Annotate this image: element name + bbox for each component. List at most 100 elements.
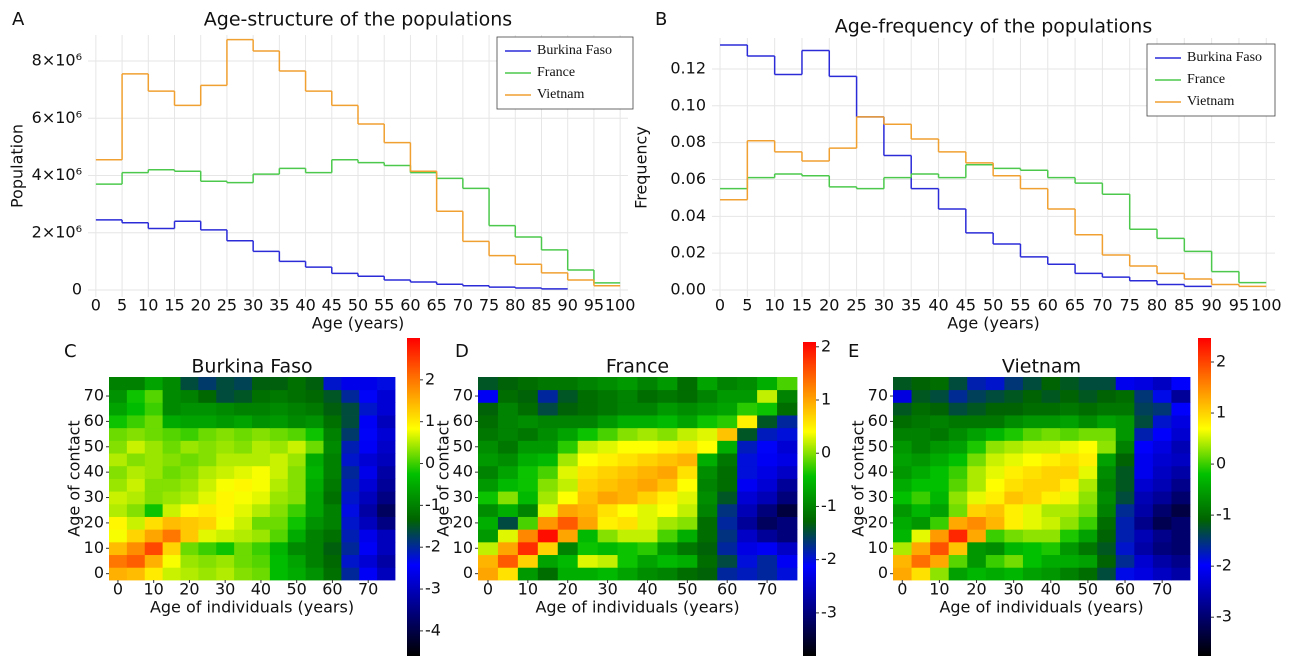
- heatmap-cell: [1022, 567, 1042, 581]
- heatmap-cell: [985, 402, 1005, 416]
- heatmap-cell: [234, 440, 253, 454]
- heatmap-cell: [359, 415, 378, 429]
- x-tick-label: 95: [584, 296, 604, 315]
- heatmap-cell: [893, 478, 912, 492]
- heatmap-cell: [1171, 440, 1191, 454]
- y-tick-label: 70: [84, 386, 104, 405]
- x-axis-label: Age of individuals (years): [150, 598, 354, 617]
- heatmap-cell: [1152, 465, 1172, 479]
- heatmap-cell: [537, 377, 559, 391]
- heatmap-cell: [1115, 516, 1135, 530]
- heatmap-cell: [1134, 503, 1154, 517]
- heatmap-cell: [677, 427, 698, 441]
- heatmap-cell: [198, 377, 217, 391]
- heatmap-cell: [757, 554, 778, 568]
- heatmap-cell: [985, 554, 1005, 568]
- heatmap-cell: [557, 402, 579, 416]
- heatmap-cell: [234, 541, 253, 556]
- y-tick-label: 50: [868, 436, 888, 455]
- heatmap-cell: [985, 541, 1005, 556]
- heatmap-cell: [577, 567, 599, 581]
- heatmap-cell: [617, 427, 638, 441]
- heatmap-cell: [216, 503, 235, 517]
- heatmap-cell: [323, 415, 342, 429]
- heatmap-cell: [252, 541, 271, 556]
- heatmap-cell: [657, 427, 678, 441]
- y-tick-label: 10: [84, 538, 104, 557]
- y-tick-label: 0: [72, 279, 82, 298]
- heatmap-cell: [323, 453, 342, 467]
- heatmap-cell: [341, 427, 360, 441]
- heatmap-cell: [162, 503, 181, 517]
- heatmap-cell: [757, 389, 778, 403]
- heatmap-cell: [180, 541, 199, 556]
- heatmap-cell: [677, 415, 698, 429]
- heatmap-cell: [180, 427, 199, 441]
- heatmap-cell: [1152, 567, 1172, 581]
- heatmap-cell: [180, 478, 199, 492]
- heatmap-cell: [985, 567, 1005, 581]
- heatmap-cell: [911, 440, 931, 454]
- heatmap-cell: [657, 453, 678, 467]
- heatmap-cell: [1171, 402, 1191, 416]
- x-axis-label: Age (years): [947, 314, 1040, 333]
- heatmap-cell: [677, 377, 698, 391]
- heatmap-cell: [198, 503, 217, 517]
- y-tick-label: 0: [94, 563, 104, 582]
- heatmap-cell: [497, 567, 519, 581]
- heatmap-cell: [162, 453, 181, 467]
- heatmap-cell: [637, 465, 658, 479]
- heatmap-cell: [126, 440, 146, 454]
- heatmap-cell: [893, 440, 912, 454]
- y-tick-label: 4×10⁶: [32, 165, 82, 184]
- heatmap-cell: [252, 427, 271, 441]
- heatmap-cell: [617, 415, 638, 429]
- heatmap-cell: [1171, 427, 1191, 441]
- heatmap-cell: [180, 415, 199, 429]
- heatmap-cell: [109, 377, 128, 391]
- heatmap-cell: [287, 478, 307, 492]
- heatmap-cell: [637, 541, 658, 556]
- heatmap-cell: [697, 478, 718, 492]
- heatmap-cell: [377, 453, 396, 467]
- heatmap-cell: [1022, 427, 1042, 441]
- heatmap-cell: [537, 516, 559, 530]
- heatmap-cell: [234, 491, 253, 505]
- heatmap-cell: [517, 402, 539, 416]
- x-tick-label: 60: [322, 580, 342, 599]
- heatmap-cell: [252, 389, 271, 403]
- heatmap-cell: [537, 440, 559, 454]
- heatmap-cell: [557, 567, 579, 581]
- heatmap-cell: [359, 453, 378, 467]
- heatmap-cell: [377, 541, 396, 556]
- heatmap-cell: [323, 529, 342, 543]
- heatmap-cell: [305, 516, 324, 530]
- heatmap-cell: [359, 567, 378, 581]
- heatmap-cell: [478, 554, 499, 568]
- y-tick-label: 30: [453, 487, 473, 506]
- heatmap-cell: [252, 440, 271, 454]
- x-tick-label: 70: [1092, 296, 1112, 315]
- heatmap-cell: [537, 465, 559, 479]
- heatmap-cell: [252, 503, 271, 517]
- heatmap-cell: [216, 377, 235, 391]
- heatmap-cell: [269, 529, 289, 543]
- heatmap-cell: [537, 529, 559, 543]
- heatmap-cell: [198, 440, 217, 454]
- heatmap-cell: [517, 389, 539, 403]
- heatmap-cell: [657, 491, 678, 505]
- heatmap-cell: [180, 440, 199, 454]
- heatmap-cell: [305, 440, 324, 454]
- heatmap-cell: [359, 440, 378, 454]
- heatmap-cell: [967, 415, 987, 429]
- heatmap-cell: [144, 541, 164, 556]
- heatmap-cell: [637, 503, 658, 517]
- heatmap-cell: [1041, 440, 1061, 454]
- heatmap-cell: [359, 554, 378, 568]
- heatmap-cell: [1115, 415, 1135, 429]
- panel-label: A: [12, 9, 25, 30]
- heatmap-cell: [1115, 389, 1135, 403]
- heatmap-cell: [216, 554, 235, 568]
- heatmap-cell: [1060, 389, 1080, 403]
- heatmap-cell: [287, 427, 307, 441]
